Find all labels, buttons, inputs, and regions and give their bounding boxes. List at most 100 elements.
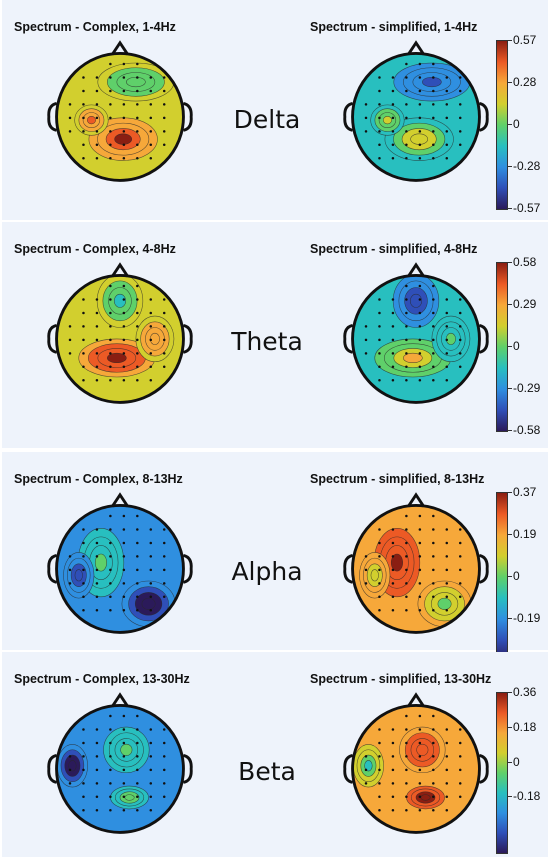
contour-level <box>382 115 392 125</box>
electrode-dot <box>391 795 395 799</box>
electrode-dot <box>458 76 462 79</box>
colorbar-tick-label: 0 <box>513 569 520 583</box>
electrode-dot <box>109 284 112 288</box>
electrode-dot <box>445 741 449 745</box>
electrode-dot <box>122 541 126 545</box>
colorbar-tick-label: 0.18 <box>513 719 537 734</box>
colorbar-tick <box>508 618 512 619</box>
electrode-dot <box>378 298 381 301</box>
scalp-complex-0 <box>47 40 193 182</box>
electrode-dot <box>136 714 139 718</box>
electrode-dot <box>405 514 408 518</box>
electrode-dot <box>109 755 112 758</box>
electrode-dot <box>162 352 166 355</box>
electrode-dot <box>378 795 381 799</box>
electrode-dot <box>109 62 112 66</box>
electrode-dot <box>122 728 126 731</box>
contour-level <box>124 794 135 801</box>
electrode-dot <box>162 116 166 120</box>
electrode-dot <box>82 352 85 355</box>
left-ear <box>47 754 57 784</box>
electrode-dot <box>122 568 126 572</box>
electrode-dot <box>122 755 126 758</box>
electrode-dot <box>418 809 422 812</box>
head-outline <box>55 274 185 404</box>
electrode-dot <box>418 103 422 106</box>
electrode-dot <box>405 298 408 301</box>
simplified-title: Spectrum - simplified, 4-8Hz <box>310 242 478 256</box>
electrode-dot <box>95 365 99 369</box>
colorbar <box>496 262 508 432</box>
scalp-complex-3 <box>47 692 193 834</box>
electrode-dot <box>109 609 112 612</box>
colorbar-tick-label: -0.18 <box>513 789 541 804</box>
electrode-dot <box>109 541 112 545</box>
electrode-dot <box>432 103 435 106</box>
electrode-dot <box>418 157 422 160</box>
electrode-dot <box>162 582 166 585</box>
electrode-dot <box>68 555 72 558</box>
electrode-dot <box>458 311 462 315</box>
electrode-dot <box>136 103 139 106</box>
electrode-dot <box>405 809 408 812</box>
electrode-dot <box>109 595 112 599</box>
electrode-dot <box>68 768 72 772</box>
electrode-dot <box>458 325 462 328</box>
electrode-dot <box>445 555 449 558</box>
contour-level <box>86 115 96 125</box>
electrode-dot <box>109 298 112 301</box>
electrode-dot <box>136 325 139 328</box>
electrode-dot <box>445 103 449 106</box>
electrode-dot <box>122 143 126 147</box>
electrode-dot <box>418 514 422 518</box>
scalp-complex-2 <box>47 492 193 634</box>
nose-marker <box>111 692 129 708</box>
left-ear <box>343 554 353 584</box>
electrode-dot <box>458 130 462 133</box>
colorbar-tick <box>508 124 512 125</box>
contour-level <box>113 293 127 308</box>
electrode-dot <box>405 728 408 731</box>
electrode-dot <box>68 352 72 355</box>
electrode-dot <box>418 311 422 315</box>
electrode-dot <box>378 728 381 731</box>
electrode-dot <box>458 728 462 731</box>
electrode-dot <box>445 157 449 160</box>
colorbar-tick <box>508 492 512 493</box>
electrode-dot <box>95 298 99 301</box>
electrode-dot <box>109 311 112 315</box>
colorbar-tick <box>508 346 512 347</box>
electrode-dot <box>136 568 139 572</box>
electrode-dot <box>136 582 139 585</box>
colorbar-tick-label: 0.36 <box>513 685 537 699</box>
electrode-dot <box>445 595 449 599</box>
electrode-dot <box>149 325 153 328</box>
electrode-dot <box>418 338 422 342</box>
contour-level <box>120 743 133 756</box>
electrode-dot <box>149 782 153 785</box>
electrode-dot <box>458 741 462 745</box>
electrode-dot <box>432 325 435 328</box>
electrode-dot <box>364 103 368 106</box>
colorbar <box>496 40 508 210</box>
electrode-dot <box>432 352 435 355</box>
electrode-dot <box>458 782 462 785</box>
electrode-dot <box>95 728 99 731</box>
electrode-dot <box>109 130 112 133</box>
electrode-dot <box>136 595 139 599</box>
colorbar-tick <box>508 304 512 305</box>
electrode-dot <box>445 379 449 382</box>
electrode-dot <box>418 714 422 718</box>
electrode-dot <box>364 555 368 558</box>
head-outline <box>351 52 481 182</box>
electrode-dot <box>109 782 112 785</box>
electrode-dot <box>136 89 139 93</box>
contour-level <box>364 760 373 772</box>
colorbar-tick <box>508 796 512 798</box>
colorbar-tick <box>508 761 512 763</box>
colorbar-tick <box>508 262 512 263</box>
head-outline <box>55 704 185 834</box>
right-ear <box>183 554 193 584</box>
electrode-dot <box>445 143 449 147</box>
electrode-dot <box>432 338 435 342</box>
